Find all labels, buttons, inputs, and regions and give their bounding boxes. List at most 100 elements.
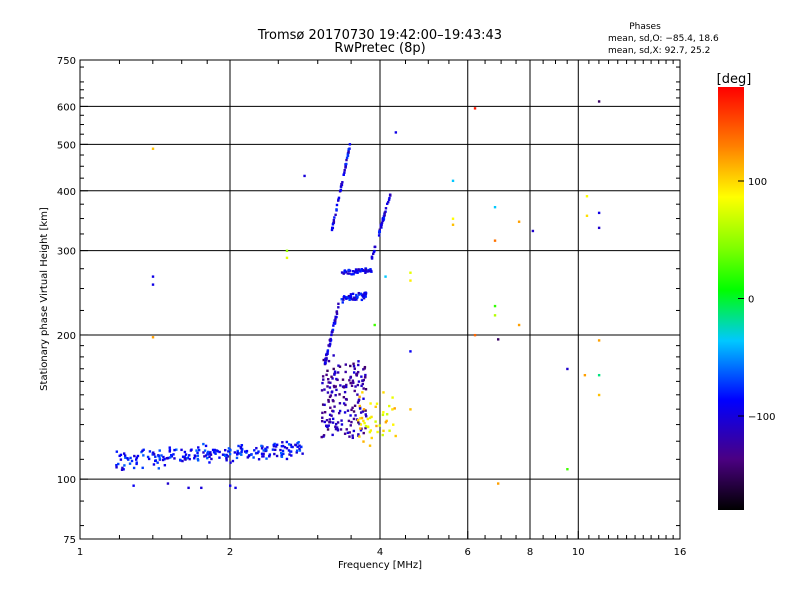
trace-point	[333, 373, 336, 376]
trace-point	[346, 431, 350, 435]
trace-point	[364, 424, 368, 428]
trace-point	[327, 424, 330, 427]
trace-point	[328, 395, 332, 399]
scatter-point	[451, 179, 455, 183]
trace-point	[337, 196, 341, 200]
trace-point	[283, 446, 287, 449]
trace-point	[376, 430, 379, 434]
trace-point	[358, 407, 362, 410]
trace-point	[321, 411, 324, 415]
trace-point	[362, 294, 365, 298]
trace-point	[369, 402, 372, 405]
colorbar-tick-label: 0	[748, 295, 754, 306]
trace-point	[355, 298, 358, 301]
trace-point	[327, 400, 330, 403]
trace-point	[357, 399, 361, 402]
trace-point	[322, 378, 325, 381]
trace-point	[365, 270, 368, 273]
y-tick-label: 100	[57, 475, 76, 486]
trace-point	[179, 458, 182, 462]
trace-point	[363, 421, 366, 425]
trace-point	[358, 422, 361, 426]
trace-point	[236, 449, 239, 453]
trace-point	[296, 445, 299, 449]
colorbar-tick-label: 100	[748, 177, 767, 188]
trace-point	[364, 375, 367, 379]
scatter-point	[151, 336, 155, 339]
trace-point	[320, 435, 323, 439]
trace-point	[204, 454, 208, 457]
trace-point	[265, 457, 268, 460]
scatter-point	[597, 211, 601, 215]
trace-point	[206, 450, 210, 454]
trace-point	[356, 370, 360, 374]
trace-point	[355, 374, 359, 377]
scatter-point	[473, 107, 477, 110]
trace-point	[334, 385, 337, 388]
trace-point	[342, 396, 346, 399]
trace-point	[280, 453, 284, 456]
trace-point	[325, 424, 328, 428]
y-tick-label: 200	[57, 331, 76, 342]
y-tick-label: 600	[57, 102, 76, 113]
trace-point	[343, 171, 346, 174]
trace-point	[124, 456, 127, 459]
trace-point	[126, 457, 129, 460]
trace-point	[255, 446, 258, 450]
trace-point	[327, 359, 331, 363]
trace-point	[367, 269, 371, 273]
trace-point	[362, 397, 365, 400]
trace-point	[240, 450, 243, 454]
trace-point	[362, 368, 365, 371]
trace-point	[128, 462, 132, 465]
x-tick-label: 6	[465, 547, 471, 558]
scatter-point	[303, 174, 306, 178]
trace-point	[344, 363, 347, 366]
trace-point	[381, 413, 385, 417]
trace-point	[148, 450, 152, 453]
trace-point	[337, 364, 340, 367]
y-tick-label: 500	[57, 140, 76, 151]
trace-point	[334, 427, 338, 431]
trace-point	[375, 424, 378, 428]
scatter-point	[597, 373, 601, 377]
trace-point	[353, 298, 356, 301]
trace-point	[351, 298, 354, 301]
y-tick-label: 300	[57, 247, 76, 258]
trace-point	[328, 418, 332, 421]
scatter-point	[566, 367, 569, 371]
trace-point	[193, 457, 196, 460]
trace-point	[206, 456, 209, 460]
trace-point	[357, 360, 360, 363]
trace-point	[322, 434, 326, 437]
trace-point	[331, 223, 335, 226]
trace-point	[324, 359, 327, 362]
trace-point	[122, 452, 126, 455]
trace-point	[196, 459, 200, 462]
trace-point	[330, 391, 333, 394]
trace-point	[348, 298, 351, 302]
trace-point	[339, 185, 343, 188]
scatter-point	[285, 249, 289, 253]
trace-point	[384, 207, 388, 210]
trace-point	[355, 293, 358, 297]
trace-point	[364, 373, 367, 377]
trace-point	[323, 403, 326, 407]
trace-point	[364, 426, 367, 430]
trace-point	[345, 158, 348, 162]
axes: 1 2 4 6 8 10 16 75 100 200 300 400 500 600 750	[57, 56, 686, 558]
trace-point	[332, 367, 335, 371]
scatter-point	[583, 373, 587, 377]
trace-point	[382, 391, 385, 394]
trace-point	[326, 385, 329, 388]
trace-point	[335, 388, 338, 392]
trace-point	[338, 393, 341, 396]
trace-point	[197, 448, 201, 452]
y-axis-label: Stationary phase Virtual Height [km]	[39, 207, 50, 391]
trace-point	[208, 461, 211, 464]
trace-point	[229, 449, 232, 452]
trace-point	[228, 452, 232, 456]
trace-point	[329, 394, 333, 397]
trace-point	[346, 296, 350, 300]
scatter-point	[496, 482, 500, 485]
